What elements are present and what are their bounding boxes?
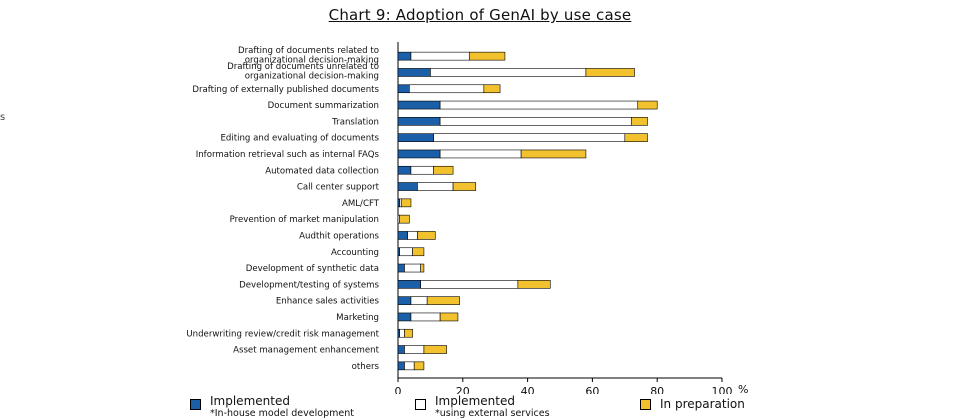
category-label-aml-cft: AML/CFT bbox=[342, 199, 380, 209]
category-label-editing-and-evaluating-of-documents: Editing and evaluating of documents bbox=[220, 134, 379, 144]
bar-development-of-synthetic-data-series3 bbox=[420, 263, 425, 273]
category-label-marketing: Marketing bbox=[336, 313, 379, 323]
category-label-development-of-synthetic-data: Development of synthetic data bbox=[246, 264, 379, 274]
bar-asset-management-enhancement-series3 bbox=[423, 345, 447, 354]
category-label-information-retrieval-such-as-internal-faqs: Information retrieval such as internal F… bbox=[196, 150, 380, 160]
legend-swatch-implemented-inhouse bbox=[190, 399, 201, 410]
x-tick-label-40: 40 bbox=[521, 385, 535, 394]
bar-asset-management-enhancement-series2 bbox=[404, 345, 425, 354]
bar-prevention-of-market-manipulation-series3 bbox=[399, 214, 410, 224]
bar-call-center-support-series3 bbox=[452, 182, 477, 191]
category-label-development-testing-of-systems: Development/testing of systems bbox=[239, 280, 379, 290]
bar-drafting-of-documents-related-to-organizational-decision-making-series3 bbox=[468, 51, 506, 61]
bar-call-center-support-series2 bbox=[417, 182, 454, 191]
bar-enhance-sales-activities-series2 bbox=[410, 296, 428, 305]
bar-information-retrieval-such-as-internal-faqs-series3 bbox=[520, 149, 587, 159]
x-tick-label-20: 20 bbox=[456, 385, 470, 394]
legend-label-implemented-external: Implemented bbox=[435, 394, 515, 408]
category-label-automated-data-collection: Automated data collection bbox=[265, 166, 379, 176]
bar-translation-series2 bbox=[439, 117, 632, 126]
category-label-document-summarization: Document summarization bbox=[268, 101, 379, 111]
category-label-translation: Translation bbox=[331, 117, 379, 127]
bar-automated-data-collection-series3 bbox=[433, 165, 454, 175]
bar-document-summarization-series1 bbox=[397, 100, 441, 110]
bar-enhance-sales-activities-series1 bbox=[397, 296, 412, 305]
category-label-drafting-of-documents-unrelated-to-organizational-decision-making-line1: Drafting of documents unrelated to bbox=[227, 62, 379, 72]
bar-others-series1 bbox=[397, 361, 405, 371]
bar-drafting-of-externally-published-documents-series2 bbox=[409, 84, 485, 94]
x-tick-label-100: 100 bbox=[712, 385, 733, 394]
bar-development-of-synthetic-data-series1 bbox=[397, 263, 405, 273]
chart-title: Chart 9: Adoption of GenAI by use case bbox=[328, 6, 632, 24]
bar-development-of-synthetic-data-series2 bbox=[404, 263, 421, 273]
bar-underwriting-review-credit-risk-management-series2 bbox=[399, 328, 405, 338]
bar-accounting-series3 bbox=[412, 247, 425, 257]
bar-information-retrieval-such-as-internal-faqs-series2 bbox=[439, 149, 522, 159]
category-label-underwriting-review-credit-risk-management: Underwriting review/credit risk manageme… bbox=[186, 329, 379, 339]
bar-drafting-of-documents-unrelated-to-organizational-decision-making-series1 bbox=[397, 68, 431, 77]
legend-note-implemented-inhouse: *In-house model development bbox=[210, 408, 354, 419]
bar-drafting-of-documents-related-to-organizational-decision-making-series1 bbox=[397, 51, 412, 61]
bar-audthit-operations-series1 bbox=[397, 231, 409, 240]
bar-others-series3 bbox=[413, 361, 425, 371]
bar-translation-series3 bbox=[630, 117, 648, 126]
x-unit-label: % bbox=[738, 383, 748, 394]
category-label-drafting-of-documents-related-to-organizational-decision-making-line2: organizational decision-making bbox=[245, 55, 379, 65]
bar-editing-and-evaluating-of-documents-series2 bbox=[433, 133, 626, 142]
category-label-call-center-support: Call center support bbox=[297, 183, 380, 193]
bar-marketing-series3 bbox=[439, 312, 459, 322]
x-tick-label-0: 0 bbox=[395, 385, 402, 394]
category-label-accounting: Accounting bbox=[331, 248, 379, 258]
bar-chart: 0 20 40 60 80 100 % Drafting of documents relat… bbox=[186, 42, 748, 394]
x-tick-label-80: 80 bbox=[650, 385, 664, 394]
bar-editing-and-evaluating-of-documents-series3 bbox=[624, 133, 648, 142]
bar-translation-series1 bbox=[397, 117, 441, 126]
bar-document-summarization-series2 bbox=[439, 100, 639, 110]
bar-audthit-operations-series2 bbox=[407, 231, 418, 240]
bar-underwriting-review-credit-risk-management-series3 bbox=[404, 328, 413, 338]
stray-mark: s bbox=[0, 112, 6, 123]
bar-drafting-of-documents-related-to-organizational-decision-making-series2 bbox=[410, 51, 470, 61]
category-label-prevention-of-market-manipulation: Prevention of market manipulation bbox=[230, 215, 379, 225]
category-label-drafting-of-externally-published-documents: Drafting of externally published documen… bbox=[192, 85, 379, 95]
category-label-drafting-of-documents-related-to-organizational-decision-making-line1: Drafting of documents related to bbox=[238, 46, 379, 56]
bar-audthit-operations-series3 bbox=[417, 231, 436, 240]
legend-swatch-implemented-external bbox=[415, 399, 426, 410]
x-tick-label-60: 60 bbox=[585, 385, 599, 394]
category-label-audthit-operations: Audthit operations bbox=[299, 231, 379, 241]
category-label-asset-management-enhancement: Asset management enhancement bbox=[233, 346, 380, 356]
bar-drafting-of-documents-unrelated-to-organizational-decision-making-series3 bbox=[585, 68, 635, 77]
bar-marketing-series1 bbox=[397, 312, 412, 322]
bar-development-testing-of-systems-series1 bbox=[397, 280, 421, 289]
bar-drafting-of-externally-published-documents-series1 bbox=[397, 84, 410, 94]
bar-editing-and-evaluating-of-documents-series1 bbox=[397, 133, 434, 142]
category-label-drafting-of-documents-unrelated-to-organizational-decision-making-line2: organizational decision-making bbox=[245, 72, 379, 82]
bar-call-center-support-series1 bbox=[397, 182, 418, 191]
bar-asset-management-enhancement-series1 bbox=[397, 345, 405, 354]
bar-information-retrieval-such-as-internal-faqs-series1 bbox=[397, 149, 441, 159]
bar-development-testing-of-systems-series3 bbox=[517, 280, 551, 289]
bar-drafting-of-externally-published-documents-series3 bbox=[483, 84, 501, 94]
bar-document-summarization-series3 bbox=[637, 100, 658, 110]
legend-label-in-preparation: In preparation bbox=[660, 397, 745, 411]
legend-note-implemented-external: *using external services bbox=[435, 408, 550, 419]
bar-development-testing-of-systems-series2 bbox=[420, 280, 519, 289]
category-label-enhance-sales-activities: Enhance sales activities bbox=[276, 297, 380, 307]
legend: Implemented *In-house model development … bbox=[0, 394, 960, 420]
legend-label-implemented-inhouse: Implemented bbox=[210, 394, 290, 408]
bar-automated-data-collection-series1 bbox=[397, 165, 412, 175]
bar-accounting-series2 bbox=[399, 247, 413, 257]
bar-others-series2 bbox=[404, 361, 415, 371]
bar-drafting-of-documents-unrelated-to-organizational-decision-making-series2 bbox=[430, 68, 587, 77]
bar-automated-data-collection-series2 bbox=[410, 165, 434, 175]
bar-enhance-sales-activities-series3 bbox=[426, 296, 460, 305]
bar-marketing-series2 bbox=[410, 312, 441, 322]
legend-swatch-in-preparation bbox=[640, 399, 651, 410]
category-label-others: others bbox=[352, 362, 380, 372]
bar-aml-cft-series3 bbox=[400, 198, 412, 208]
